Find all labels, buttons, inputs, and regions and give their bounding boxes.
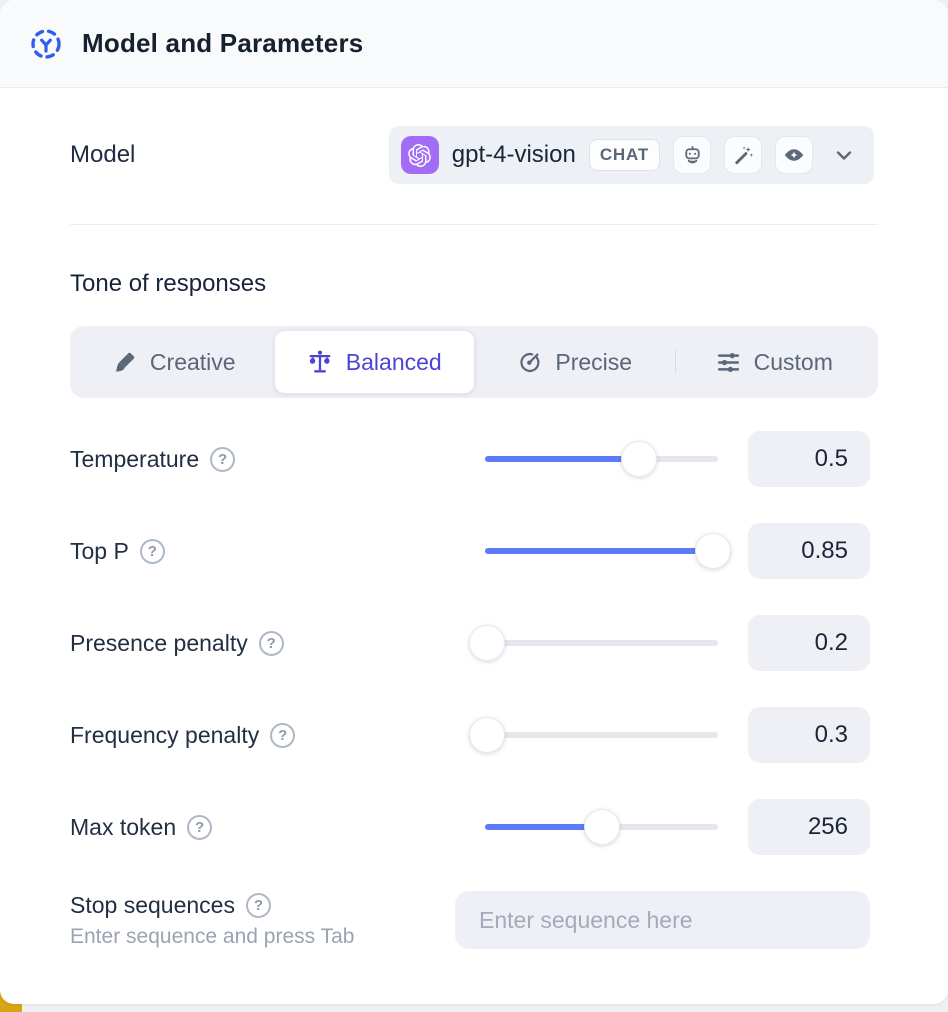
slider-thumb[interactable] (583, 809, 620, 845)
tone-option-label: Creative (149, 348, 236, 375)
selected-model-name: gpt-4-vision (451, 141, 576, 168)
top-p-slider[interactable] (485, 533, 732, 569)
max-token-value[interactable]: 256 (748, 799, 870, 855)
param-row-temperature: Temperature ? 0.5 (0, 431, 948, 487)
robot-icon (673, 136, 711, 174)
tone-option-creative[interactable]: Creative (74, 330, 274, 394)
balance-scale-icon (307, 349, 333, 375)
slider-thumb[interactable] (695, 533, 732, 569)
stop-sequence-input[interactable] (455, 891, 870, 949)
vision-eye-icon (775, 136, 813, 174)
model-label: Model (70, 141, 136, 168)
tone-option-label: Precise (555, 348, 633, 375)
stop-sequences-hint: Enter sequence and press Tab (70, 924, 355, 948)
frequency-penalty-slider[interactable] (469, 717, 718, 753)
stop-sequences-label: Stop sequences ? (70, 892, 455, 919)
presence-penalty-slider[interactable] (469, 625, 718, 661)
slider-track[interactable] (485, 640, 718, 646)
param-row-frequency-penalty: Frequency penalty ? 0.3 (0, 707, 948, 763)
tone-option-custom[interactable]: Custom (674, 330, 875, 394)
param-label: Max token ? (70, 814, 455, 841)
paintbrush-icon (112, 350, 137, 375)
param-row-top-p: Top P ? 0.85 (0, 523, 948, 579)
temperature-value[interactable]: 0.5 (748, 431, 870, 487)
max-token-slider[interactable] (485, 809, 718, 845)
tone-option-label: Custom (753, 348, 833, 375)
slider-thumb[interactable] (469, 717, 506, 753)
slider-fill (485, 456, 639, 462)
param-label: Presence penalty ? (70, 630, 455, 657)
help-icon[interactable]: ? (245, 892, 271, 918)
model-select-dropdown[interactable]: gpt-4-vision CHAT (388, 126, 874, 184)
presence-penalty-value[interactable]: 0.2 (748, 615, 870, 671)
stop-sequences-label-block: Stop sequences ? Enter sequence and pres… (70, 892, 455, 949)
param-label-text: Frequency penalty (70, 721, 260, 748)
stop-sequences-row: Stop sequences ? Enter sequence and pres… (0, 891, 948, 949)
magic-wand-icon (724, 136, 762, 174)
panel-title: Model and Parameters (82, 28, 364, 58)
sliders-icon (716, 350, 741, 375)
panel-header: Model and Parameters (0, 0, 948, 88)
help-icon[interactable]: ? (258, 630, 284, 656)
model-row: Model gpt-4-vision CHAT (0, 126, 948, 184)
param-label-text: Stop sequences (70, 891, 235, 918)
param-label: Top P ? (70, 538, 455, 565)
openai-logo (400, 136, 439, 174)
tone-option-label: Balanced (345, 348, 442, 375)
frequency-penalty-value[interactable]: 0.3 (748, 707, 870, 763)
slider-thumb[interactable] (469, 625, 506, 661)
help-icon[interactable]: ? (139, 538, 165, 564)
slider-track[interactable] (485, 732, 718, 738)
param-label: Frequency penalty ? (70, 722, 455, 749)
help-icon[interactable]: ? (210, 446, 236, 472)
slider-fill (485, 824, 602, 830)
slider-fill (485, 548, 714, 554)
tone-segmented-control: Creative Balanced (70, 326, 878, 398)
top-p-value[interactable]: 0.85 (748, 523, 870, 579)
param-label-text: Max token (70, 813, 177, 840)
temperature-slider[interactable] (485, 441, 718, 477)
segment-separator (674, 350, 676, 374)
help-icon[interactable]: ? (187, 814, 213, 840)
slider-thumb[interactable] (620, 441, 657, 477)
param-label-text: Top P (70, 537, 129, 564)
help-icon[interactable]: ? (270, 722, 296, 748)
tone-heading: Tone of responses (70, 270, 267, 297)
chevron-down-icon[interactable] (832, 143, 856, 167)
param-label-text: Temperature (70, 445, 200, 472)
tone-option-balanced[interactable]: Balanced (273, 330, 475, 394)
model-type-badge: CHAT (588, 139, 660, 171)
target-icon (517, 350, 542, 375)
param-label-text: Presence penalty (70, 629, 248, 656)
tone-option-precise[interactable]: Precise (475, 330, 675, 394)
section-divider (70, 224, 878, 225)
param-label: Temperature ? (70, 446, 455, 473)
param-row-max-token: Max token ? 256 (0, 799, 948, 855)
param-row-presence-penalty: Presence penalty ? 0.2 (0, 615, 948, 671)
model-parameters-icon (28, 26, 64, 62)
